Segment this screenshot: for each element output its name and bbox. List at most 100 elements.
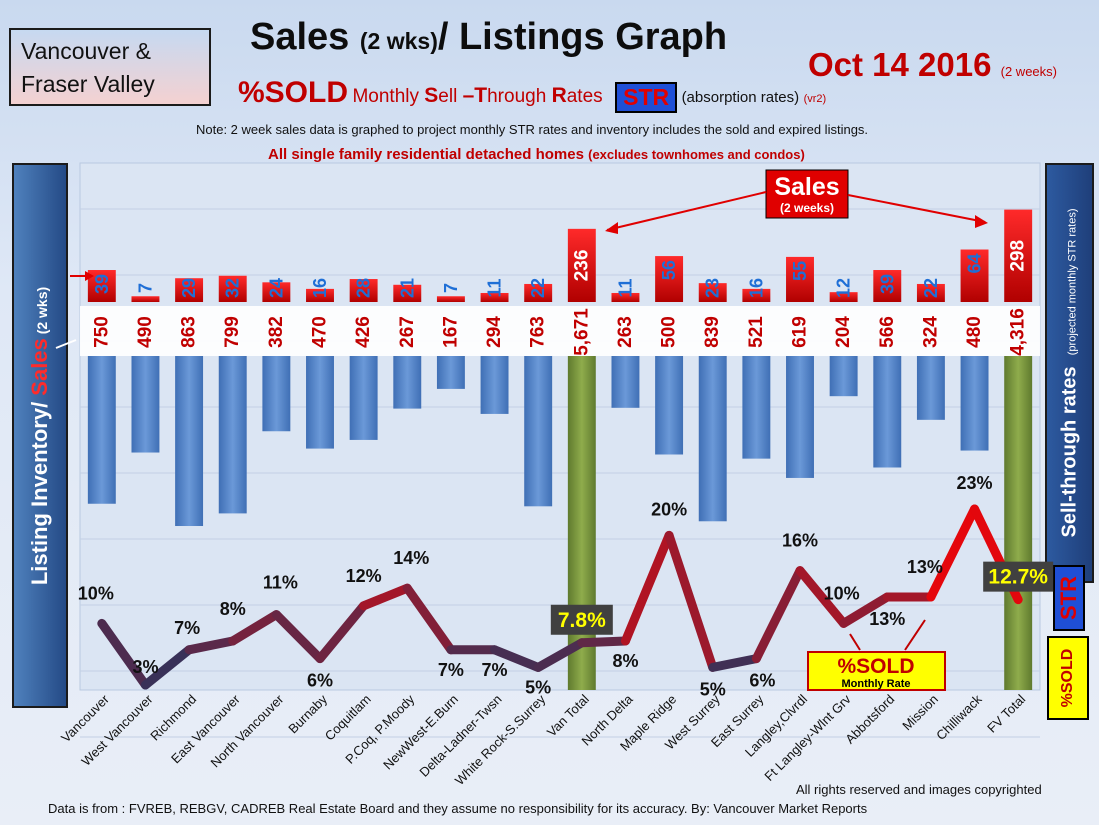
category-label: Chilliwack bbox=[933, 691, 985, 743]
inventory-bar bbox=[262, 356, 291, 432]
note-text: Note: 2 week sales data is graphed to pr… bbox=[196, 122, 869, 137]
sales-value-label: 23 bbox=[703, 278, 723, 298]
sales-bar bbox=[131, 296, 160, 302]
sales-value-label: 22 bbox=[921, 278, 941, 298]
scope-sub: (excludes townhomes and condos) bbox=[588, 147, 805, 162]
sold-arrow-right bbox=[904, 619, 926, 651]
pct-value-label: 12% bbox=[346, 566, 382, 586]
pct-value-label: 7% bbox=[438, 660, 464, 680]
inventory-bar bbox=[873, 356, 902, 468]
sales-bar bbox=[218, 275, 247, 302]
sales-bar bbox=[175, 278, 204, 302]
sub-absorption: (absorption rates) bbox=[681, 89, 800, 106]
inventory-bar bbox=[480, 356, 509, 414]
inventory-bar bbox=[611, 356, 640, 408]
sales-value-label: 11 bbox=[485, 278, 505, 297]
sales-bar bbox=[1004, 209, 1033, 302]
sold-line-segment bbox=[490, 645, 543, 672]
sales-bar bbox=[742, 288, 771, 302]
inventory-side-arrow bbox=[55, 339, 77, 349]
inventory-bar bbox=[786, 356, 814, 478]
sales-bar bbox=[567, 228, 596, 302]
sold-line-segment bbox=[359, 583, 412, 611]
pct-value-label: 13% bbox=[869, 609, 905, 629]
sold-line-segment bbox=[228, 610, 281, 646]
sold-line-segment bbox=[577, 636, 630, 648]
inventory-value-label: 324 bbox=[920, 316, 941, 348]
sales-value-label: 298 bbox=[1008, 240, 1029, 272]
str-badge: STR bbox=[615, 82, 678, 114]
pct-value-label: 20% bbox=[651, 499, 687, 519]
sales-bar bbox=[698, 283, 727, 302]
sales-value-label: 28 bbox=[354, 278, 374, 298]
sales-value-label: 56 bbox=[659, 260, 679, 280]
region-line-2: Fraser Valley bbox=[21, 71, 155, 97]
report-date: Oct 14 2016 (2 weeks) bbox=[808, 46, 1057, 84]
sales-bar bbox=[262, 282, 291, 302]
sales-value-label: 39 bbox=[92, 274, 112, 294]
scope-main: All single family residential detached h… bbox=[268, 146, 589, 163]
sales-value-label: 22 bbox=[528, 278, 548, 298]
sales-callout bbox=[765, 169, 849, 219]
inventory-bar bbox=[742, 356, 771, 459]
inventory-bar bbox=[87, 356, 116, 504]
inventory-value-label: 294 bbox=[484, 316, 505, 348]
total-bar bbox=[1004, 356, 1033, 690]
sales-callout-title: Sales bbox=[774, 173, 839, 201]
inventory-bar bbox=[829, 356, 858, 397]
pct-value-label: 8% bbox=[612, 651, 638, 671]
pct-value-label: 6% bbox=[307, 671, 333, 691]
inventory-value-label: 500 bbox=[659, 316, 680, 348]
pct-value-label: 7% bbox=[174, 618, 200, 638]
inventory-bar bbox=[960, 356, 989, 451]
pct-value-label: 13% bbox=[907, 557, 943, 577]
sold-line-segment bbox=[533, 638, 587, 672]
inventory-value-label: 799 bbox=[222, 316, 243, 348]
category-label: Ft Langley-Wlnt Grv bbox=[761, 691, 854, 784]
region-line-1: Vancouver & bbox=[21, 38, 151, 64]
sales-arrowhead-left bbox=[605, 222, 618, 234]
sold-callout-sub: Monthly Rate bbox=[841, 678, 910, 690]
sales-bar bbox=[786, 256, 814, 302]
pct-value-label: 16% bbox=[782, 531, 818, 551]
sold-side-badge: %SOLD bbox=[1047, 636, 1089, 720]
total-pct-box bbox=[983, 561, 1054, 592]
sold-line-segment bbox=[795, 566, 849, 628]
category-label: NewWest-E.Burn bbox=[380, 692, 461, 773]
sold-callout-title: %SOLD bbox=[837, 655, 914, 678]
sales-value-label: 16 bbox=[310, 278, 330, 298]
sales-side-arrowhead bbox=[85, 271, 94, 281]
sub-title: %SOLD Monthly Sell –Through Rates STR (a… bbox=[238, 76, 826, 114]
sales-value-label: 236 bbox=[571, 250, 592, 282]
sales-bar bbox=[655, 256, 684, 302]
inventory-value-label: 4,316 bbox=[1008, 308, 1029, 356]
sales-value-label: 21 bbox=[397, 278, 417, 298]
copyright-text: All rights reserved and images copyright… bbox=[796, 782, 1042, 797]
inventory-value-label: 267 bbox=[397, 316, 418, 348]
inventory-value-label: 470 bbox=[310, 316, 331, 348]
pct-value-label: 6% bbox=[749, 671, 775, 691]
inventory-bar bbox=[349, 356, 378, 440]
inventory-bar bbox=[524, 356, 553, 507]
pct-value-label: 7% bbox=[482, 660, 508, 680]
category-label: Mission bbox=[899, 692, 941, 734]
inventory-bar bbox=[131, 356, 160, 453]
sold-line-segment bbox=[184, 636, 238, 655]
pct-value-label: 3% bbox=[132, 657, 158, 677]
inventory-value-label: 521 bbox=[746, 316, 767, 348]
sold-callout bbox=[807, 651, 946, 691]
pct-value-label: 14% bbox=[393, 548, 429, 568]
sales-bar bbox=[436, 296, 465, 302]
sales-value-label: 64 bbox=[965, 254, 985, 274]
inventory-bar bbox=[393, 356, 422, 409]
inventory-value-label: 382 bbox=[266, 316, 287, 348]
total-pct-label: 12.7% bbox=[988, 566, 1048, 589]
inventory-bar bbox=[306, 356, 334, 449]
pct-value-label: 5% bbox=[525, 677, 551, 697]
sub-monthly: Monthly Sell –Through Rates bbox=[352, 84, 603, 107]
sales-bar bbox=[393, 284, 422, 302]
right-axis-panel: Sell-through rates (projected monthly ST… bbox=[1045, 163, 1094, 583]
sold-line-segment bbox=[664, 530, 718, 672]
date-main: Oct 14 2016 bbox=[808, 46, 992, 83]
sales-value-label: 32 bbox=[223, 278, 243, 298]
